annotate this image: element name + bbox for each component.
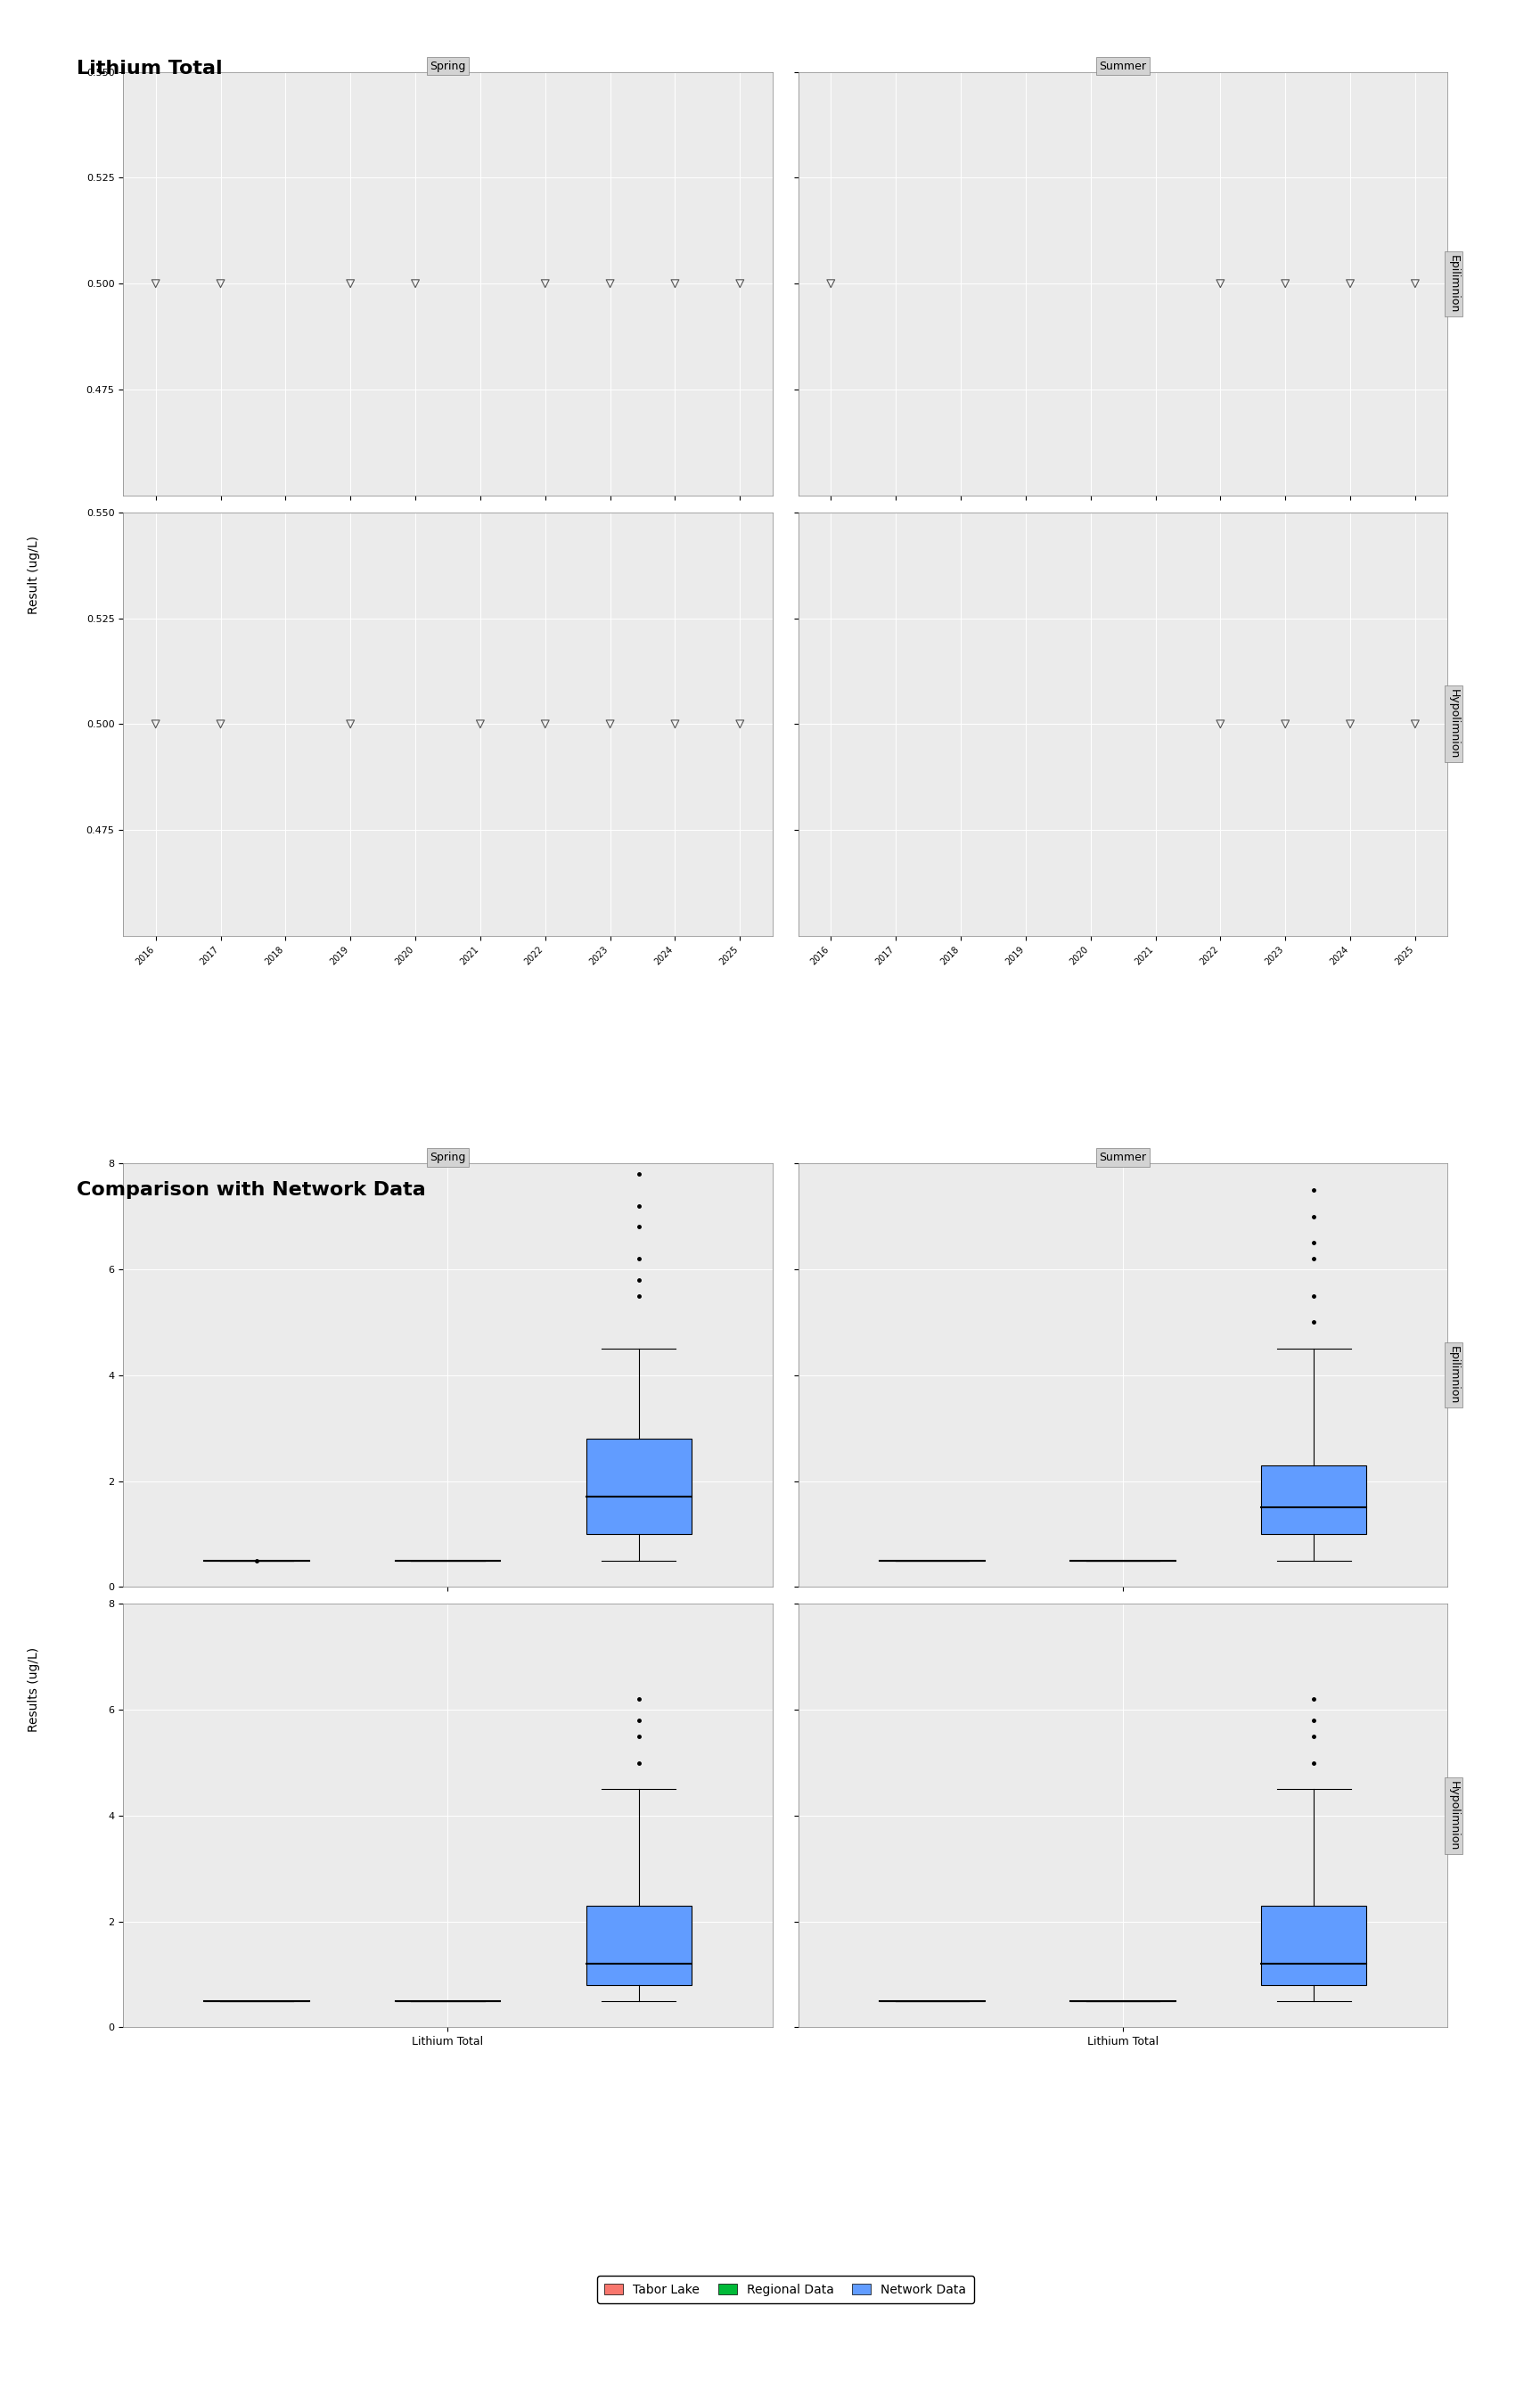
Text: Result (ug/L): Result (ug/L) bbox=[28, 537, 40, 613]
Text: Epilimnion: Epilimnion bbox=[1448, 254, 1460, 314]
Text: Comparison with Network Data: Comparison with Network Data bbox=[77, 1181, 427, 1198]
Text: Spring: Spring bbox=[430, 60, 465, 72]
Point bbox=[1207, 704, 1232, 743]
Bar bbox=[1261, 1466, 1366, 1533]
Text: Summer: Summer bbox=[1100, 1152, 1147, 1164]
Text: Hypolimnion: Hypolimnion bbox=[1448, 1780, 1460, 1850]
Point bbox=[598, 264, 622, 302]
Point bbox=[662, 264, 687, 302]
Text: Hypolimnion: Hypolimnion bbox=[1448, 690, 1460, 760]
Point bbox=[1403, 704, 1428, 743]
Point bbox=[598, 704, 622, 743]
Bar bbox=[587, 1438, 691, 1533]
Text: Summer: Summer bbox=[1100, 60, 1147, 72]
Point bbox=[1403, 264, 1428, 302]
Point bbox=[403, 264, 428, 302]
Text: Lithium Total: Lithium Total bbox=[77, 60, 223, 77]
Point bbox=[727, 264, 752, 302]
Point bbox=[208, 264, 233, 302]
Point bbox=[143, 704, 168, 743]
Point bbox=[143, 264, 168, 302]
Point bbox=[1274, 704, 1298, 743]
Point bbox=[1338, 264, 1363, 302]
Text: Results (ug/L): Results (ug/L) bbox=[28, 1646, 40, 1732]
Point bbox=[819, 264, 844, 302]
Point bbox=[468, 704, 493, 743]
Point bbox=[533, 704, 557, 743]
Point bbox=[1338, 704, 1363, 743]
Point bbox=[727, 704, 752, 743]
Point bbox=[1207, 264, 1232, 302]
Bar bbox=[587, 1905, 691, 1984]
Bar bbox=[1261, 1905, 1366, 1984]
Point bbox=[662, 704, 687, 743]
Text: Spring: Spring bbox=[430, 1152, 465, 1164]
Point bbox=[533, 264, 557, 302]
Legend: Tabor Lake, Regional Data, Network Data: Tabor Lake, Regional Data, Network Data bbox=[598, 2276, 973, 2303]
Point bbox=[208, 704, 233, 743]
Point bbox=[1274, 264, 1298, 302]
Text: Epilimnion: Epilimnion bbox=[1448, 1347, 1460, 1404]
Point bbox=[339, 264, 363, 302]
Point bbox=[339, 704, 363, 743]
